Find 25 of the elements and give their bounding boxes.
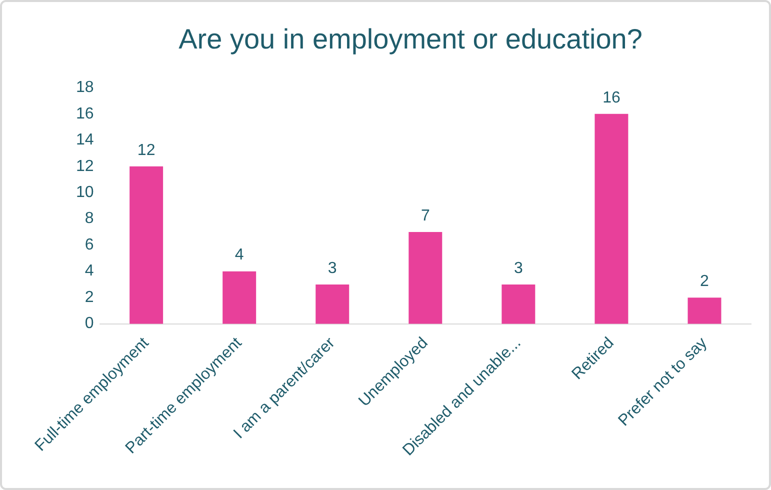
data-label: 16 <box>602 89 620 106</box>
data-label: 3 <box>514 260 523 277</box>
y-tick-label: 0 <box>84 315 94 332</box>
bar <box>130 166 164 324</box>
y-tick-label: 16 <box>76 105 94 122</box>
data-label: 4 <box>234 246 244 264</box>
y-tick-label: 12 <box>76 158 94 175</box>
y-tick-label: 10 <box>76 184 94 201</box>
chart-title: Are you in employment or education? <box>178 24 642 55</box>
bar <box>688 298 722 324</box>
y-tick-label: 14 <box>76 132 94 149</box>
y-tick-label: 8 <box>84 210 94 228</box>
data-label: 2 <box>700 272 710 290</box>
bar <box>222 271 256 324</box>
bar <box>502 284 536 324</box>
bar <box>594 114 628 324</box>
data-label: 7 <box>420 207 430 224</box>
y-tick-label: 18 <box>76 79 94 96</box>
data-label: 12 <box>137 142 156 159</box>
bar <box>316 284 350 324</box>
data-label: 3 <box>328 260 337 277</box>
bar <box>408 232 442 324</box>
y-tick-label: 2 <box>84 288 94 306</box>
y-tick-label: 6 <box>84 236 94 254</box>
y-tick-label: 4 <box>84 262 94 280</box>
